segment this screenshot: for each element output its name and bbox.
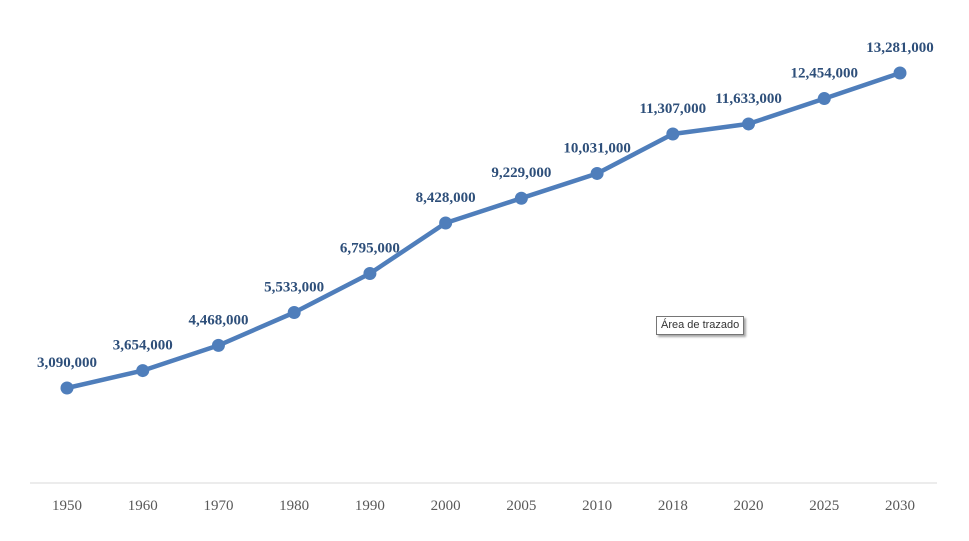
x-axis-tick-labels: 1950 1960 1970 1980 1990 2000 2005 2010 2018 2020… <box>52 498 915 514</box>
data-point-marker <box>817 92 831 106</box>
data-point-marker <box>363 266 377 280</box>
data-point-marker <box>60 381 74 395</box>
data-label: 3,654,000 <box>113 338 173 354</box>
x-tick-label: 2010 <box>582 498 612 514</box>
x-tick-label: 1980 <box>279 498 309 514</box>
data-point-marker <box>893 66 907 80</box>
data-point-marker <box>287 305 301 319</box>
data-label: 6,795,000 <box>340 240 400 256</box>
data-label: 8,428,000 <box>416 190 476 206</box>
x-tick-label: 2000 <box>431 498 461 514</box>
x-tick-label: 2020 <box>734 498 764 514</box>
data-label: 9,229,000 <box>491 165 551 181</box>
x-tick-label: 1960 <box>128 498 158 514</box>
data-label: 11,307,000 <box>639 101 706 117</box>
x-tick-label: 2025 <box>809 498 839 514</box>
data-point-marker <box>666 127 680 141</box>
x-tick-label: 2030 <box>885 498 915 514</box>
data-point-marker <box>211 338 225 352</box>
x-tick-label: 1990 <box>355 498 385 514</box>
data-label: 13,281,000 <box>866 40 934 56</box>
data-point-marker <box>439 216 453 230</box>
data-label: 10,031,000 <box>563 140 631 156</box>
x-tick-label: 2018 <box>658 498 688 514</box>
plot-area-tooltip: Área de trazado <box>656 316 745 335</box>
data-label: 4,468,000 <box>188 312 248 328</box>
data-label: 5,533,000 <box>264 279 324 295</box>
x-tick-label: 1970 <box>203 498 233 514</box>
x-tick-label: 1950 <box>52 498 82 514</box>
data-label: 3,090,000 <box>37 355 97 371</box>
data-labels: 3,090,000 3,654,000 4,468,000 5,533,000 6,79… <box>37 40 934 371</box>
x-tick-label: 2005 <box>506 498 536 514</box>
data-point-marker <box>514 191 528 205</box>
data-point-marker <box>136 364 150 378</box>
series-line <box>64 70 903 391</box>
data-markers <box>60 66 907 395</box>
data-label: 12,454,000 <box>791 66 859 82</box>
data-point-marker <box>742 117 756 131</box>
data-point-marker <box>590 166 604 180</box>
data-label: 11,633,000 <box>715 91 782 107</box>
